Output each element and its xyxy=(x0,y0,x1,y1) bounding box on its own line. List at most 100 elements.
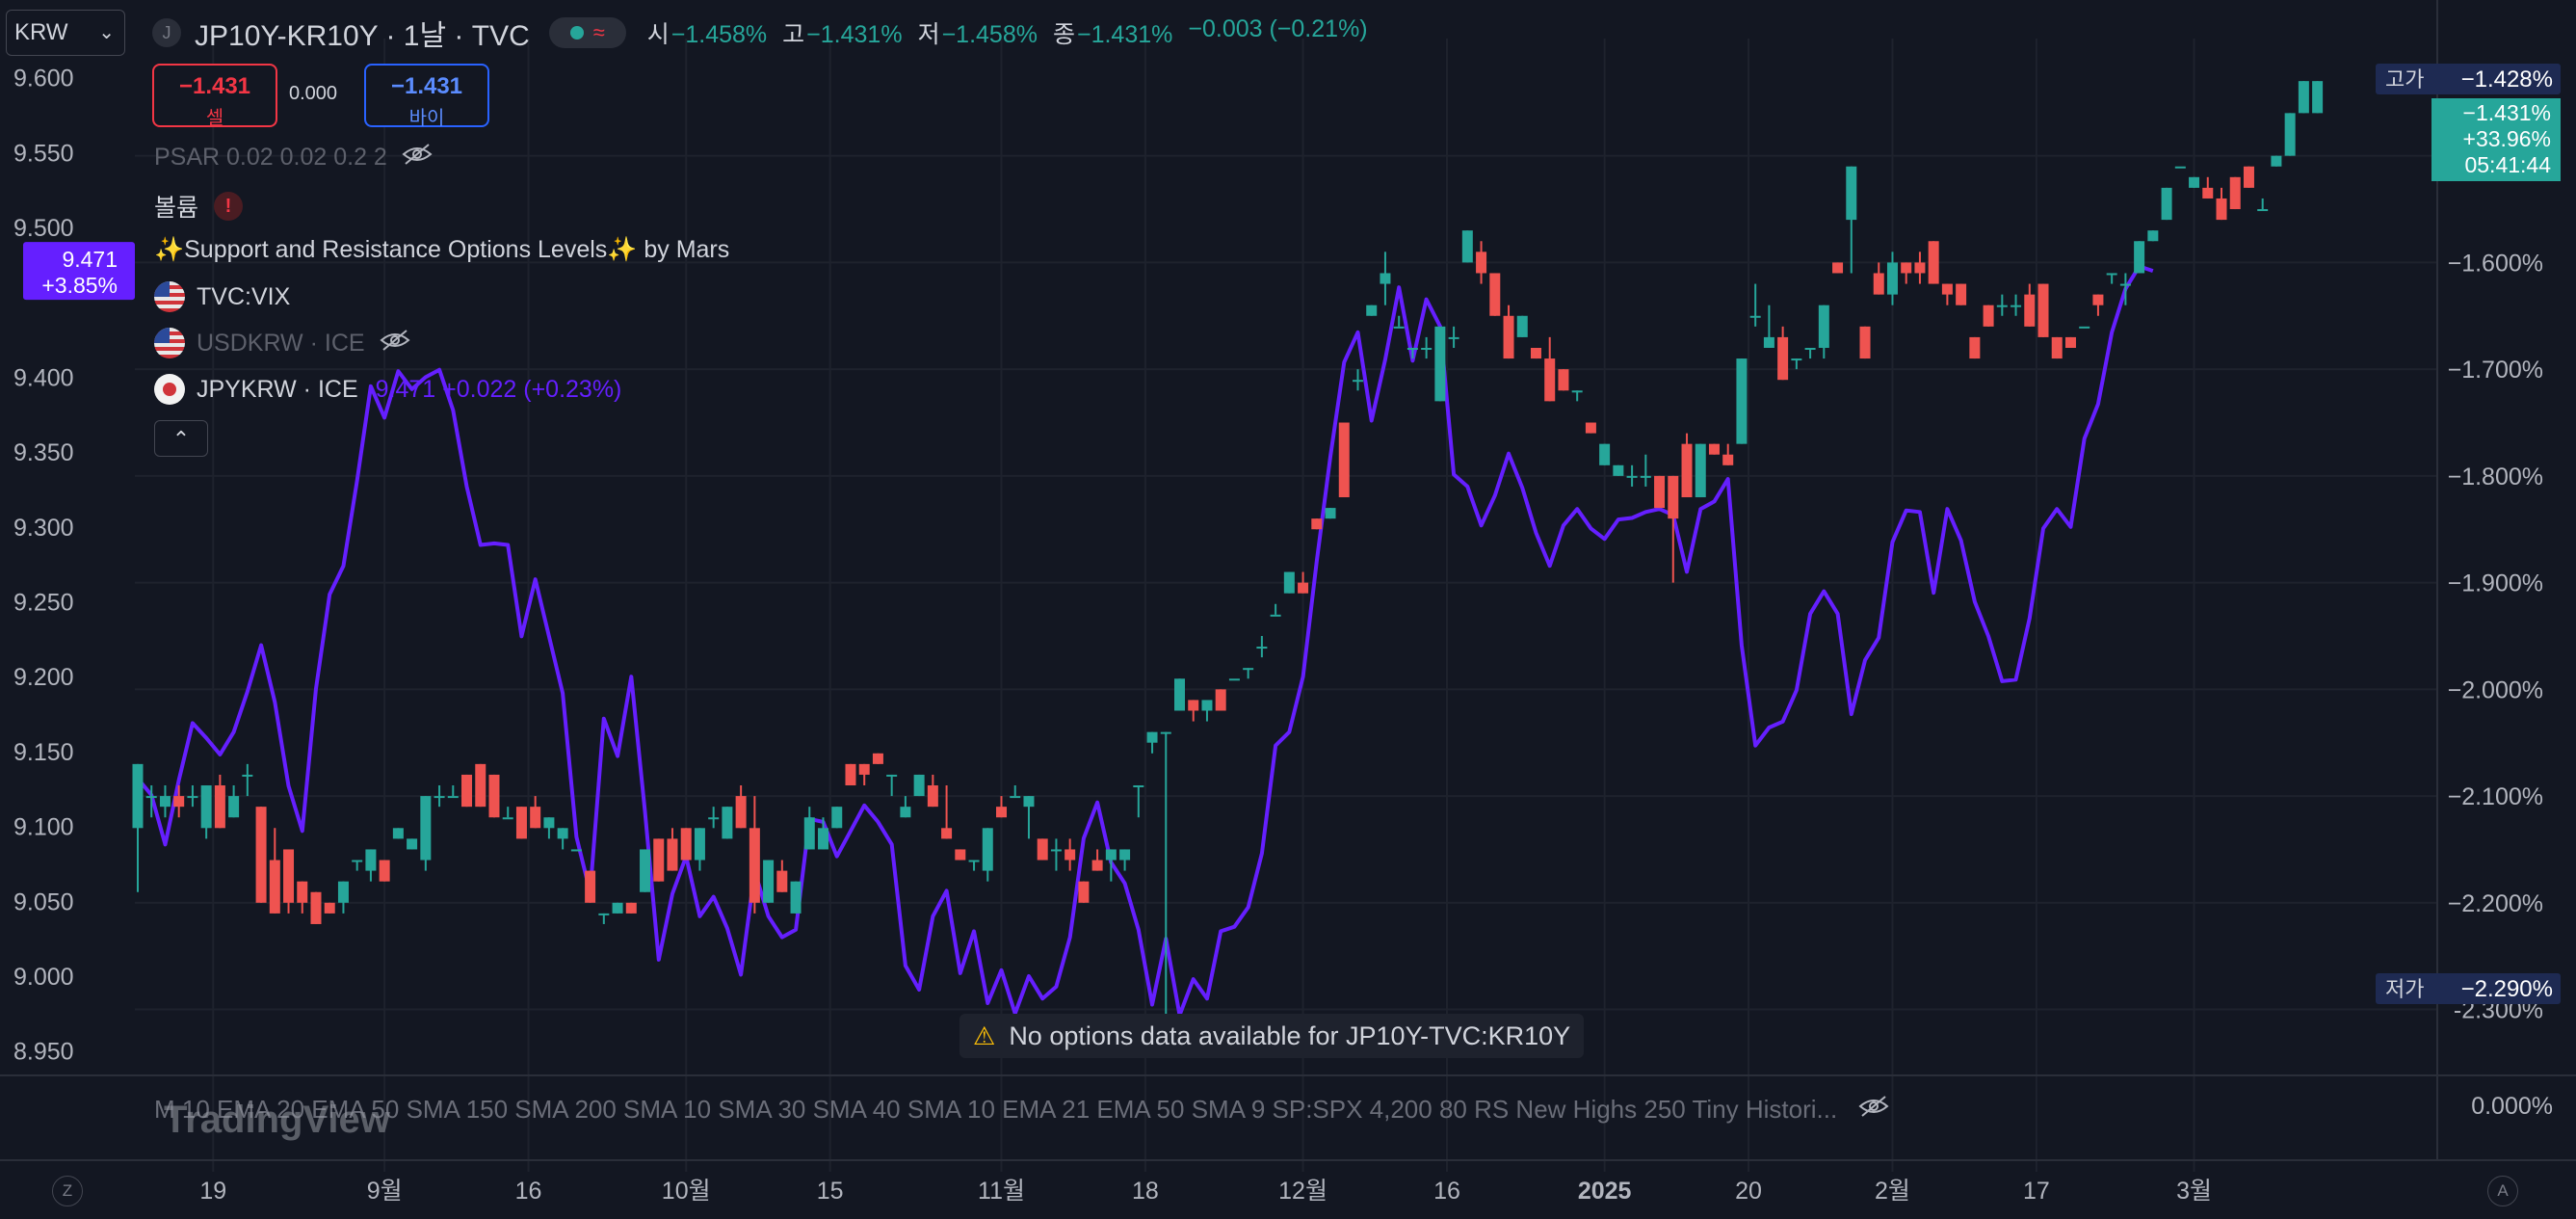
indicator-sr-levels[interactable]: ✨Support and Resistance Options Levels✨ … xyxy=(154,236,729,264)
candle-body xyxy=(1338,422,1350,498)
candle-body xyxy=(297,881,308,903)
candle-body xyxy=(1476,252,1487,274)
low-price-tag: 저가 −2.290% xyxy=(2376,973,2561,1004)
indicator-psar[interactable]: PSAR 0.02 0.02 0.2 2 xyxy=(154,143,434,172)
right-price-axis: -1.500%−1.600%−1.700%−1.800%−1.900%−2.00… xyxy=(2376,64,2561,1120)
indicator-volume[interactable]: 볼륨 ! xyxy=(154,189,244,224)
candle-body xyxy=(2092,294,2104,305)
candle xyxy=(2106,273,2117,284)
candle-body xyxy=(1283,571,1295,594)
tradingview-logo[interactable]: TradingView xyxy=(164,1099,390,1142)
candle xyxy=(1777,326,1789,381)
candle xyxy=(1886,252,1898,305)
candle xyxy=(1393,315,1405,329)
candle xyxy=(159,785,171,818)
candle xyxy=(694,828,705,871)
symbol-legend[interactable]: J JP10Y-KR10Y · 1날 · TVC ≈ 시−1.458% 고−1.… xyxy=(152,13,1368,52)
candle-body xyxy=(831,807,843,829)
candle xyxy=(1695,443,1706,498)
candle xyxy=(214,774,225,829)
sell-button[interactable]: −1.431 셀 xyxy=(152,64,277,129)
symbol-title[interactable]: JP10Y-KR10Y · 1날 · TVC xyxy=(195,20,530,52)
candle xyxy=(1078,881,1090,903)
buy-label: 바이 xyxy=(408,108,445,129)
buy-button[interactable]: −1.431 바이 xyxy=(364,64,489,129)
left-axis-tick-label: 9.200 xyxy=(13,664,74,691)
auto-scale-z-button[interactable]: Z xyxy=(52,1176,83,1206)
candle xyxy=(1421,336,1433,359)
candle xyxy=(1914,252,1926,284)
candle xyxy=(927,774,938,808)
warning-icon: ⚠ xyxy=(973,1020,996,1050)
market-status-pill[interactable]: ≈ xyxy=(548,17,626,48)
left-axis-tick-label: 9.050 xyxy=(13,888,74,915)
indicator-jpykrw[interactable]: JPYKRW · ICE 9.471 +0.022 (+0.23%) xyxy=(154,374,621,405)
candle xyxy=(379,860,390,882)
candle xyxy=(1133,785,1144,818)
candle-body xyxy=(2312,81,2324,114)
candle xyxy=(407,838,418,850)
indicator-usdkrw[interactable]: USDKRW · ICE xyxy=(154,328,411,358)
candle-body xyxy=(653,838,665,882)
candle-body xyxy=(735,796,747,829)
candle-body xyxy=(1832,262,1844,274)
candle-body xyxy=(2106,273,2117,276)
candle xyxy=(941,785,953,839)
candle xyxy=(2092,294,2104,316)
candle-body xyxy=(1406,347,1418,350)
low-price-tag-value: −2.290% xyxy=(2461,976,2553,1002)
candle-body xyxy=(1023,796,1035,808)
eye-hidden-icon[interactable] xyxy=(379,329,411,358)
candle xyxy=(1160,731,1171,1042)
candle-body xyxy=(352,860,363,862)
time-axis: 19 9월 16 10월 15 11월 18 12월 16 2025 20 2월 17 3월 xyxy=(199,1178,2212,1205)
candle-body xyxy=(1901,262,1912,274)
candle-body xyxy=(968,860,980,862)
candle-body xyxy=(1736,358,1748,444)
candle xyxy=(2079,326,2090,329)
time-axis-label: 10월 xyxy=(662,1178,711,1205)
jpykrw-overlay-line xyxy=(136,264,2154,1018)
candle xyxy=(1338,422,1350,498)
candle xyxy=(1859,326,1871,359)
candle-body xyxy=(694,828,705,861)
candle-body xyxy=(1174,678,1185,711)
candle-body xyxy=(2243,166,2254,188)
japan-flag-icon xyxy=(154,374,185,405)
candle-body xyxy=(420,796,432,861)
candle xyxy=(1256,635,1268,658)
candle xyxy=(2229,176,2241,210)
error-icon[interactable]: ! xyxy=(214,192,244,221)
candle-body xyxy=(1325,508,1336,519)
auto-scale-a-button[interactable]: A xyxy=(2487,1176,2518,1206)
sell-price: −1.431 xyxy=(178,73,251,99)
candle xyxy=(515,807,527,839)
eye-hidden-icon[interactable] xyxy=(1857,1095,1890,1125)
candle-body xyxy=(2189,176,2200,188)
candle xyxy=(982,828,993,882)
candle-body xyxy=(1956,283,1967,305)
candle xyxy=(872,753,883,764)
candle-body xyxy=(324,902,335,914)
candle xyxy=(1283,571,1295,594)
candle xyxy=(1188,700,1199,722)
currency-select[interactable]: KRW ⌄ xyxy=(6,10,125,56)
candle-body xyxy=(1846,166,1857,221)
candle-body xyxy=(1010,796,1021,799)
candle xyxy=(1941,283,1953,305)
candle-body xyxy=(722,807,733,839)
bottom-indicators-list[interactable]: M 10 EMA 20 EMA 50 SMA 150 SMA 200 SMA 1… xyxy=(154,1095,1890,1125)
candle xyxy=(1599,443,1611,465)
candle xyxy=(557,828,568,850)
jpykrw-values: 9.471 +0.022 (+0.23%) xyxy=(375,375,622,403)
candle xyxy=(1832,262,1844,274)
candle-body xyxy=(1078,881,1090,903)
indicator-vix[interactable]: TVC:VIX xyxy=(154,281,290,312)
collapse-legend-button[interactable]: ⌃ xyxy=(154,420,208,457)
time-axis-label: 19 xyxy=(199,1178,226,1205)
eye-hidden-icon[interactable] xyxy=(401,143,434,172)
candle xyxy=(1969,336,1981,359)
candle-body xyxy=(1983,305,1994,327)
